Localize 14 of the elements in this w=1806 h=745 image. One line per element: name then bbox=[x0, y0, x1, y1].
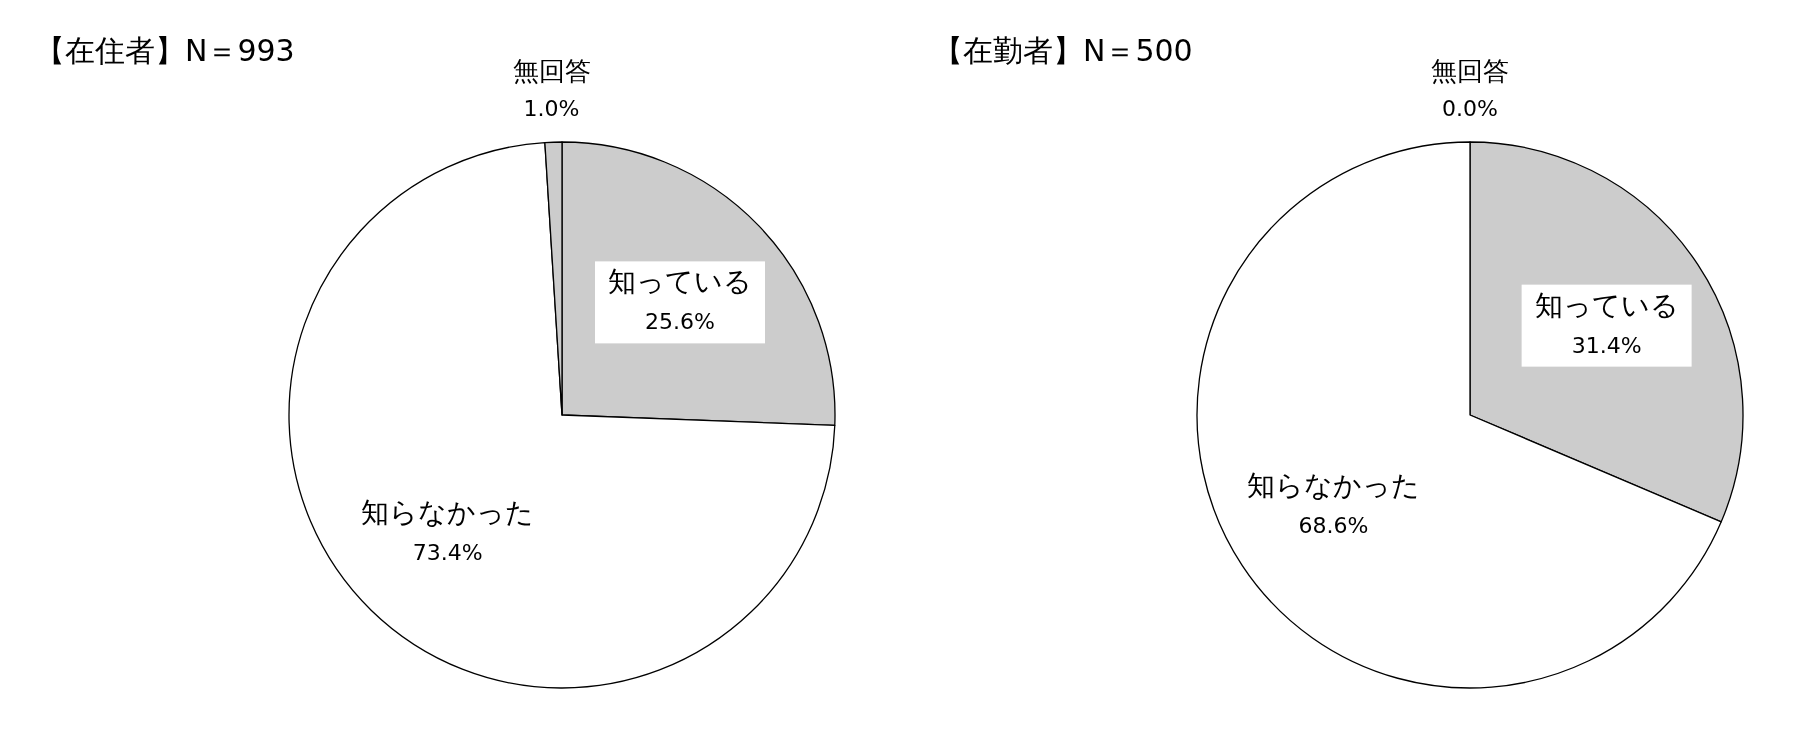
slice-label: 知っている bbox=[607, 265, 752, 299]
data-label: 73.4% bbox=[412, 540, 483, 566]
slice-label: 無回答 bbox=[512, 55, 591, 86]
chart-title: 【在住者】N＝993 bbox=[35, 32, 295, 68]
slice-label: 知らなかった bbox=[1246, 469, 1420, 503]
category-label: 無回答 bbox=[1431, 55, 1509, 86]
slice-label: 知らなかった bbox=[361, 496, 535, 530]
data-label: 25.6% bbox=[645, 309, 715, 335]
slice-label: 知っている bbox=[1534, 288, 1679, 322]
chart-title: 【在勤者】N＝500 bbox=[933, 32, 1193, 68]
data-label: 1.0% bbox=[523, 96, 580, 121]
text: 0.0% bbox=[1442, 96, 1498, 121]
data-label: 68.6% bbox=[1298, 513, 1369, 539]
data-label: 31.4% bbox=[1571, 332, 1642, 358]
